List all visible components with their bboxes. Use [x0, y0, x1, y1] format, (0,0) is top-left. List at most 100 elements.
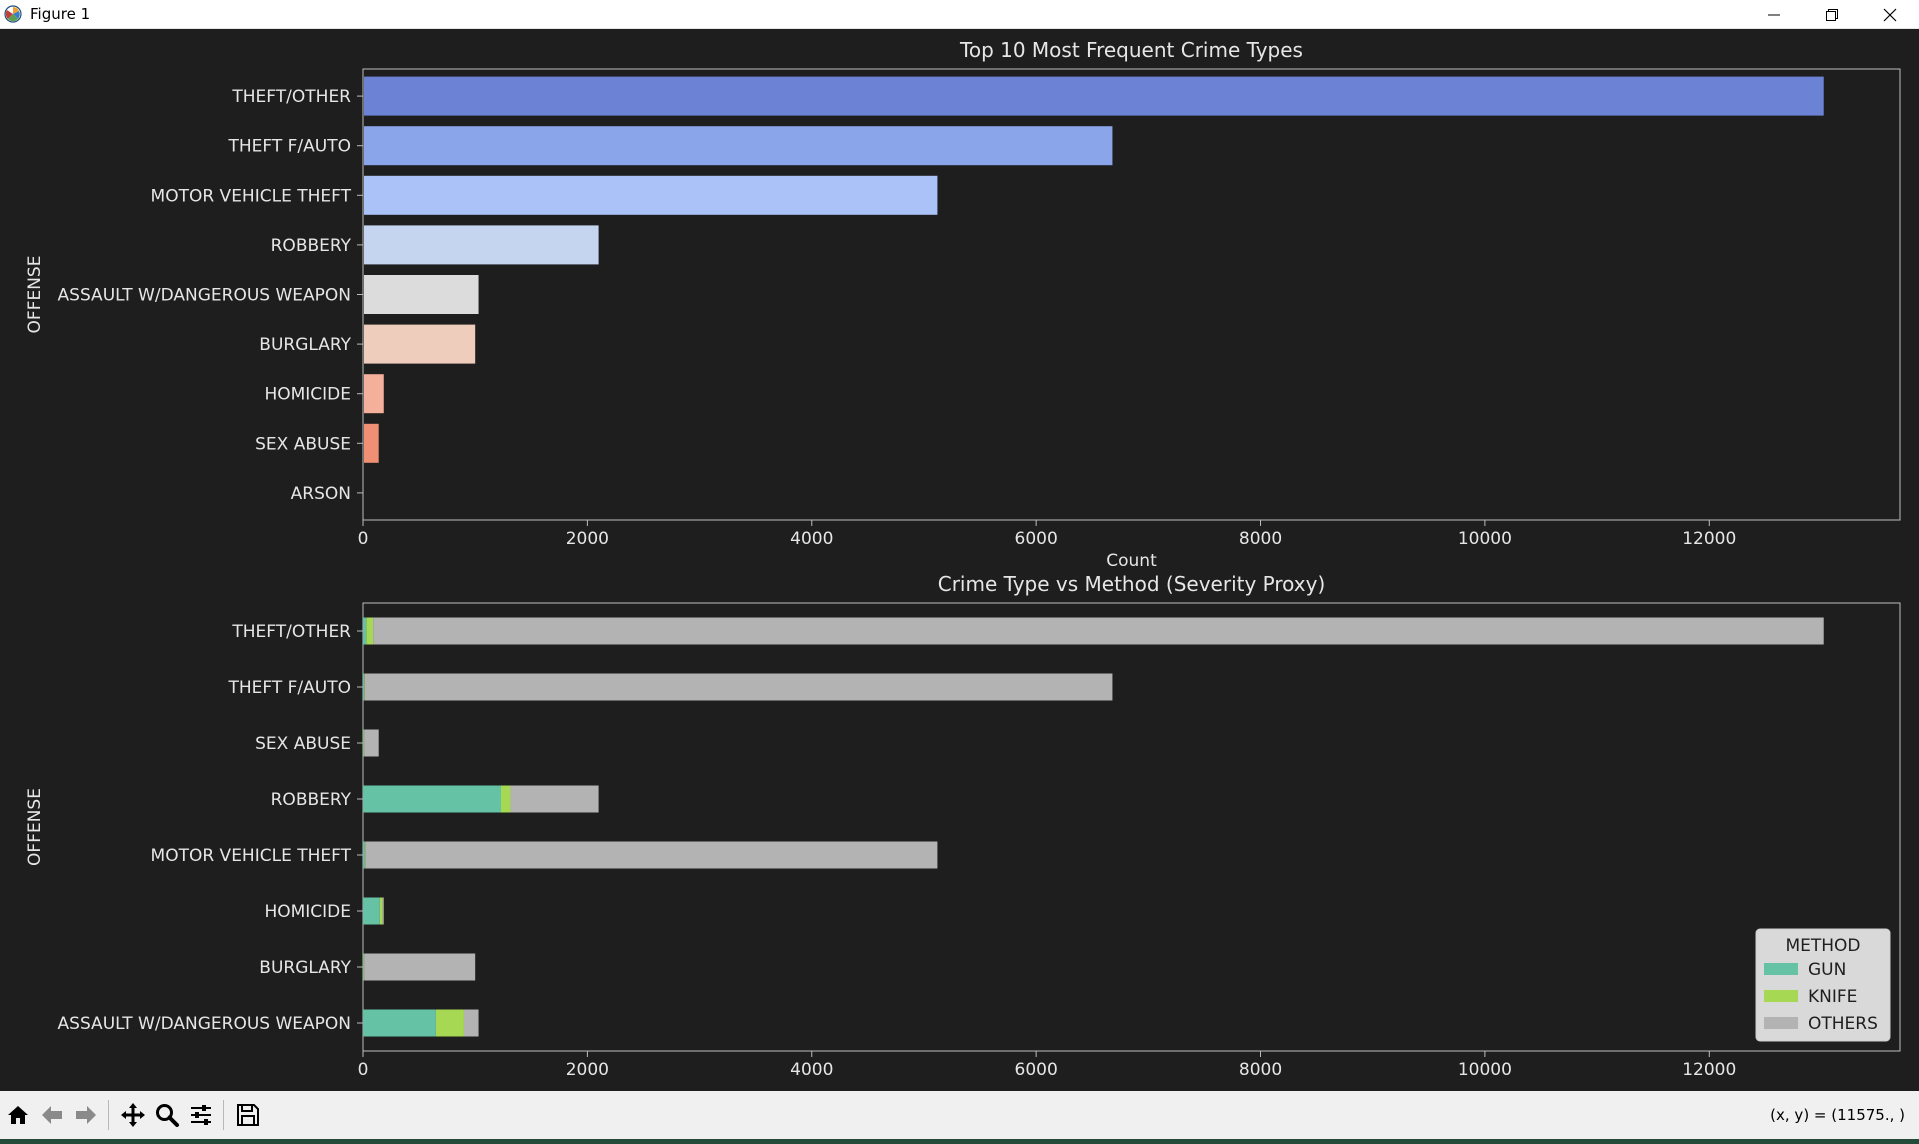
- matplotlib-logo-icon: [4, 5, 22, 23]
- x-tick-label: 10000: [1458, 1060, 1512, 1080]
- bar-segment-others: [364, 673, 1113, 701]
- bar-segment-others: [510, 785, 599, 813]
- bar: [364, 126, 1113, 166]
- arrow-right-icon: [76, 1106, 96, 1124]
- bar-segment-knife: [363, 729, 365, 757]
- sliders-icon: [191, 1105, 211, 1125]
- y-tick-label: THEFT/OTHER: [231, 622, 351, 642]
- y-tick-label: BURGLARY: [259, 335, 351, 355]
- restore-button[interactable]: [1803, 0, 1861, 29]
- bar-segment-others: [365, 841, 938, 869]
- chart-top-frequent-crimes: Top 10 Most Frequent Crime Types THEFT/OT…: [25, 38, 1901, 571]
- y-tick-label: ARSON: [291, 484, 351, 504]
- close-button[interactable]: [1861, 0, 1919, 29]
- bar: [364, 225, 599, 265]
- home-button[interactable]: [2, 1098, 34, 1132]
- x-tick-label: 4000: [790, 529, 833, 549]
- window-title: Figure 1: [30, 5, 91, 23]
- x-tick-label: 6000: [1015, 1060, 1058, 1080]
- coordinates-readout: (x, y) = (11575., ): [1770, 1106, 1905, 1124]
- y-tick-label: ASSAULT W/DANGEROUS WEAPON: [58, 1014, 351, 1034]
- y-tick-label: SEX ABUSE: [255, 734, 351, 754]
- chart-title: Top 10 Most Frequent Crime Types: [959, 38, 1303, 62]
- bar-segment-gun: [363, 1009, 436, 1037]
- bar: [364, 374, 384, 414]
- x-tick-label: 4000: [790, 1060, 833, 1080]
- toolbar-separator: [223, 1100, 224, 1130]
- x-tick-label: 10000: [1458, 529, 1512, 549]
- x-tick-label: 0: [358, 529, 369, 549]
- y-tick-label: ROBBERY: [271, 236, 352, 256]
- bar-segment-others: [463, 1009, 479, 1037]
- x-tick-label: 6000: [1015, 529, 1058, 549]
- bar: [364, 175, 938, 215]
- x-tick-label: 0: [358, 1060, 369, 1080]
- bar-segment-gun: [363, 617, 367, 645]
- legend-swatch: [1764, 1017, 1798, 1029]
- minimize-button[interactable]: [1745, 0, 1803, 29]
- y-tick-label: THEFT F/AUTO: [227, 678, 351, 698]
- bar-segment-knife: [379, 897, 383, 925]
- x-tick-label: 12000: [1682, 1060, 1736, 1080]
- forward-button[interactable]: [70, 1098, 102, 1132]
- legend-entry-label: GUN: [1808, 960, 1846, 980]
- zoom-button[interactable]: [151, 1098, 183, 1132]
- bar-segment-gun: [363, 953, 364, 981]
- legend-title: METHOD: [1785, 936, 1860, 956]
- bar-segment-gun: [363, 785, 501, 813]
- pan-button[interactable]: [117, 1098, 149, 1132]
- figure-svg[interactable]: Top 10 Most Frequent Crime Types THEFT/OT…: [0, 29, 1919, 1091]
- figure-canvas[interactable]: Top 10 Most Frequent Crime Types THEFT/OT…: [0, 29, 1919, 1091]
- y-tick-label: ASSAULT W/DANGEROUS WEAPON: [58, 286, 351, 306]
- bar-segment-gun: [363, 897, 380, 925]
- save-button[interactable]: [232, 1098, 264, 1132]
- configure-button[interactable]: [185, 1098, 217, 1132]
- x-tick-label: 8000: [1239, 529, 1282, 549]
- close-icon: [1883, 8, 1897, 21]
- bar-segment-gun: [363, 841, 365, 869]
- floppy-icon: [237, 1104, 259, 1126]
- back-button[interactable]: [36, 1098, 68, 1132]
- legend: METHOD GUN KNIFE OTHERS: [1755, 928, 1891, 1042]
- bar-segment-gun: [363, 729, 364, 757]
- navigation-toolbar: (x, y) = (11575., ): [0, 1091, 1919, 1139]
- bar: [364, 275, 479, 314]
- y-tick-label: MOTOR VEHICLE THEFT: [151, 846, 352, 866]
- x-tick-label: 8000: [1239, 1060, 1282, 1080]
- y-tick-label: ROBBERY: [271, 790, 352, 810]
- x-tick-label: 12000: [1682, 529, 1736, 549]
- bar-segment-others: [382, 897, 384, 925]
- y-tick-label: HOMICIDE: [264, 385, 351, 405]
- x-axis-label: Count: [1106, 551, 1157, 571]
- magnifier-icon: [156, 1104, 179, 1127]
- window-titlebar: Figure 1: [0, 0, 1919, 29]
- chart-title: Crime Type vs Method (Severity Proxy): [938, 572, 1326, 596]
- bar-segment-knife: [363, 953, 365, 981]
- bar-segment-others: [364, 953, 476, 981]
- home-icon: [8, 1106, 28, 1124]
- y-tick-label: THEFT/OTHER: [231, 87, 351, 107]
- legend-entry-label: OTHERS: [1808, 1014, 1878, 1034]
- bar-segment-knife: [364, 841, 366, 869]
- bar: [364, 423, 379, 463]
- bar-segment-others: [364, 729, 379, 757]
- x-tick-label: 2000: [566, 529, 609, 549]
- x-tick-label: 2000: [566, 1060, 609, 1080]
- legend-swatch: [1764, 963, 1798, 975]
- legend-box: [1755, 928, 1891, 1042]
- bar: [364, 324, 476, 364]
- y-axis-label: OFFENSE: [25, 256, 45, 334]
- axes-frame: [362, 602, 1901, 1052]
- chart-crime-type-vs-method: Crime Type vs Method (Severity Proxy) THE…: [25, 572, 1901, 1080]
- y-tick-label: MOTOR VEHICLE THEFT: [151, 186, 352, 206]
- bar: [364, 76, 1824, 116]
- minimize-icon: [1768, 14, 1780, 15]
- legend-entry-label: KNIFE: [1808, 987, 1857, 1007]
- bar-segment-knife: [435, 1009, 464, 1037]
- move-icon: [121, 1103, 145, 1127]
- arrow-left-icon: [42, 1106, 62, 1124]
- bar-segment-others: [373, 617, 1824, 645]
- y-tick-label: HOMICIDE: [264, 902, 351, 922]
- legend-swatch: [1764, 990, 1798, 1002]
- y-axis-label: OFFENSE: [25, 788, 45, 866]
